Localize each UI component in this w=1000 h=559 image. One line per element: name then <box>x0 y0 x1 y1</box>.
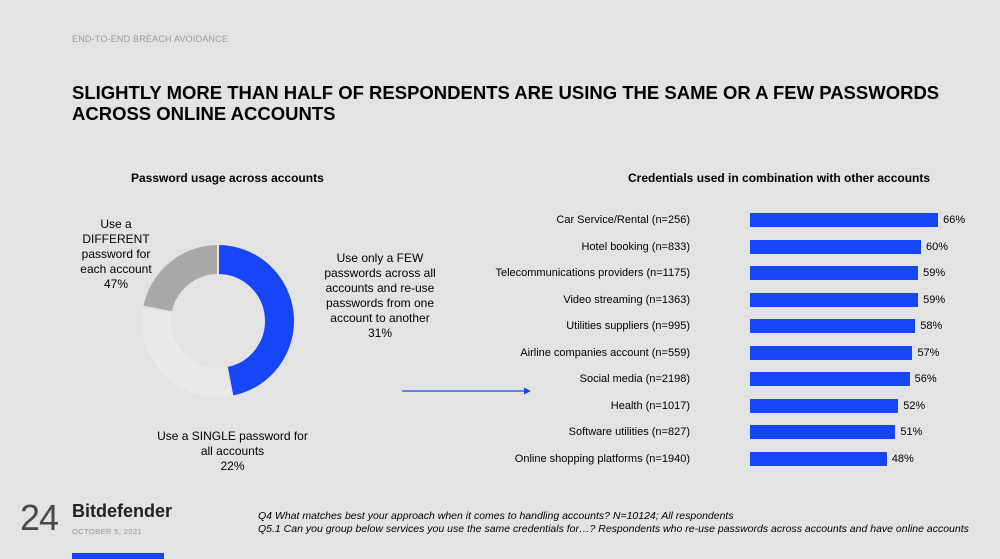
bar <box>750 319 916 333</box>
bar-category-label: Car Service/Rental (n=256) <box>556 214 690 226</box>
footer-date: OCTOBER 5, 2021 <box>72 527 143 536</box>
slice-label-few-value: 31% <box>367 326 393 340</box>
footer-accent-bar <box>72 553 164 559</box>
bar <box>750 292 919 307</box>
bar <box>750 213 939 227</box>
bar-value-label: 66% <box>943 214 966 226</box>
footnote-q4: Q4 What matches best your approach when … <box>258 510 734 522</box>
bar-row: Airline companies account (n=559) 57% <box>0 345 1000 360</box>
bar-chart-title: Credentials used in combination with oth… <box>628 171 931 185</box>
page-number: 24 <box>20 497 59 538</box>
slice-label-few: Use only a FEW passwords across all acco… <box>318 251 442 341</box>
donut-chart-title: Password usage across accounts <box>131 171 324 185</box>
bar-value-label: 52% <box>903 399 926 412</box>
bar-row: Utilities suppliers (n=995) 58% <box>0 319 1000 333</box>
bar-row: Video streaming (n=1363) 59% <box>0 292 1000 307</box>
slice-label-few-text: Use only a FEW passwords across all acco… <box>324 251 436 325</box>
donut-slice-single <box>141 242 219 314</box>
bar <box>750 398 899 413</box>
bar-category-label: Software utilities (n=827) <box>568 426 690 438</box>
bar-category-label: Health (n=1017) <box>610 399 690 412</box>
bar <box>750 451 887 466</box>
brand-logo: Bitdefender <box>72 501 173 521</box>
bar-category-label: Telecommunications providers (n=1175) <box>495 267 690 279</box>
bar <box>750 345 913 360</box>
bar-category-label: Airline companies account (n=559) <box>520 346 690 359</box>
footnote-q5: Q5.1 Can you group below services you us… <box>258 522 969 535</box>
bar-value-label: 58% <box>920 320 943 332</box>
bar-value-label: 60% <box>926 240 949 253</box>
bar-value-label: 56% <box>914 373 937 385</box>
bar-row: Software utilities (n=827) 51% <box>0 425 1000 439</box>
slice-label-single-value: 22% <box>220 459 245 473</box>
bar-category-label: Hotel booking (n=833) <box>581 240 690 253</box>
slice-label-single: Use a SINGLE password for all accounts 2… <box>150 429 315 474</box>
bar <box>750 239 921 254</box>
bar-category-label: Video streaming (n=1363) <box>563 293 690 306</box>
bar-value-label: 48% <box>891 452 914 465</box>
headline: SLIGHTLY MORE THAN HALF OF RESPONDENTS A… <box>72 82 940 124</box>
bar-row: Social media (n=2198) 56% <box>0 372 1000 386</box>
slice-label-different: Use a DIFFERENT password for each accoun… <box>70 217 162 292</box>
bar-value-label: 59% <box>923 293 946 306</box>
donut-slice-few <box>140 305 234 399</box>
bar-category-label: Utilities suppliers (n=995) <box>566 320 690 332</box>
bar <box>750 425 896 439</box>
donut-slice-different <box>217 242 296 398</box>
bar-value-label: 57% <box>917 346 940 359</box>
bar-row: Online shopping platforms (n=1940) 48% <box>0 451 1000 466</box>
slice-label-different-text: Use a DIFFERENT password for each accoun… <box>80 217 152 276</box>
bar <box>750 372 910 386</box>
bar-category-label: Social media (n=2198) <box>579 373 690 385</box>
arrow-icon <box>402 387 531 395</box>
bar-row: Health (n=1017) 52% <box>0 398 1000 413</box>
kicker: END-TO-END BREACH AVOIDANCE <box>72 34 229 44</box>
bar-row: Telecommunications providers (n=1175) 59% <box>0 266 1000 280</box>
footnote: Q4 What matches best your approach when … <box>258 510 978 535</box>
slice-label-different-value: 47% <box>103 277 129 291</box>
bar-row: Car Service/Rental (n=256) 66% <box>0 213 1000 227</box>
bar-value-label: 59% <box>923 267 946 279</box>
bar-value-label: 51% <box>900 426 923 438</box>
slice-label-single-text: Use a SINGLE password for all accounts <box>157 429 308 458</box>
bar-category-label: Online shopping platforms (n=1940) <box>514 452 690 465</box>
bar-row: Hotel booking (n=833) 60% <box>0 239 1000 254</box>
bar <box>750 266 919 280</box>
